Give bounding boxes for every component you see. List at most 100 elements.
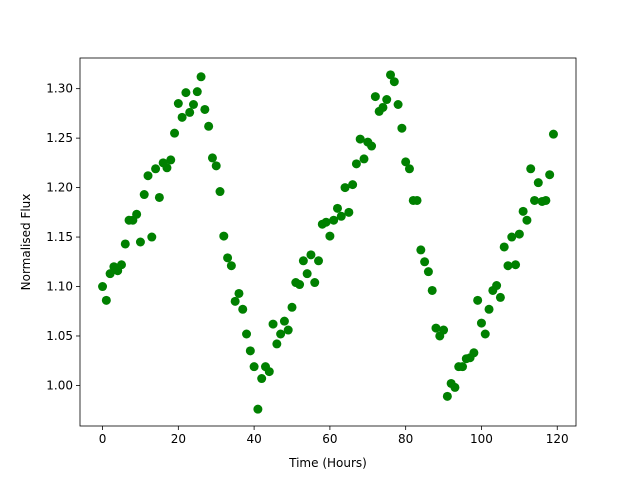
x-tick-label: 80 (398, 432, 413, 446)
point (518, 206, 528, 216)
point (151, 164, 161, 174)
point (264, 367, 274, 377)
point (298, 256, 308, 266)
point (526, 164, 536, 174)
point (431, 323, 441, 333)
point (351, 159, 361, 169)
point (442, 391, 452, 401)
point (177, 112, 187, 122)
point (276, 329, 286, 339)
point (230, 296, 240, 306)
point (310, 278, 320, 288)
point (522, 215, 532, 225)
point (382, 95, 392, 105)
point (545, 170, 555, 180)
y-tick-label: 1.25 (46, 131, 73, 145)
point (245, 346, 255, 356)
point (389, 77, 399, 87)
x-tick-label: 40 (246, 432, 261, 446)
point (480, 329, 490, 339)
point (397, 123, 407, 133)
point (458, 362, 468, 372)
point (132, 209, 142, 219)
point (548, 129, 558, 139)
plot-frame (79, 57, 577, 427)
point (393, 99, 403, 109)
point (359, 154, 369, 164)
point (511, 260, 521, 270)
point (238, 304, 248, 314)
point (370, 92, 380, 102)
point (200, 104, 210, 114)
point (476, 318, 486, 328)
point (473, 295, 483, 305)
point (321, 217, 331, 227)
point (242, 329, 252, 339)
x-axis-label: Time (Hours) (288, 456, 367, 470)
point (302, 269, 312, 279)
point (492, 281, 502, 291)
point (154, 192, 164, 202)
point (226, 261, 236, 271)
x-tick-label: 20 (171, 432, 186, 446)
point (503, 261, 513, 271)
point (423, 267, 433, 277)
point (401, 157, 411, 167)
point (378, 102, 388, 112)
point (484, 304, 494, 314)
point (211, 161, 221, 171)
point (192, 87, 202, 97)
point (469, 348, 479, 358)
point (314, 256, 324, 266)
point (499, 242, 509, 252)
point (166, 155, 176, 165)
point (295, 280, 305, 290)
point (223, 253, 233, 263)
point (367, 141, 377, 151)
point (541, 195, 551, 205)
y-tick-label: 1.30 (46, 82, 73, 96)
point (386, 70, 396, 80)
point (162, 163, 172, 173)
point (325, 231, 335, 241)
point (219, 231, 229, 241)
point (170, 128, 180, 138)
point (348, 180, 358, 190)
point (116, 260, 126, 270)
point (427, 285, 437, 295)
point (420, 257, 430, 267)
point (196, 72, 206, 82)
point (404, 164, 414, 174)
x-tick-label: 120 (546, 432, 569, 446)
point (336, 211, 346, 221)
point (340, 183, 350, 193)
point (332, 203, 342, 213)
point (344, 207, 354, 217)
point (283, 325, 293, 335)
y-tick-label: 1.10 (46, 280, 73, 294)
point (249, 362, 259, 372)
point (450, 382, 460, 392)
point (120, 239, 130, 249)
point (416, 245, 426, 255)
y-tick-label: 1.00 (46, 378, 73, 392)
point (207, 153, 217, 163)
point (204, 121, 214, 131)
point (329, 215, 339, 225)
point (279, 316, 289, 326)
point (234, 288, 244, 298)
point (139, 190, 149, 200)
x-tick-label: 100 (470, 432, 493, 446)
point (439, 325, 449, 335)
point (530, 195, 540, 205)
y-tick-label: 1.20 (46, 181, 73, 195)
point (181, 88, 191, 98)
point (147, 232, 157, 242)
point (355, 134, 365, 144)
point (185, 107, 195, 117)
point (514, 229, 524, 239)
point (412, 195, 422, 205)
point (495, 292, 505, 302)
point (98, 282, 108, 292)
